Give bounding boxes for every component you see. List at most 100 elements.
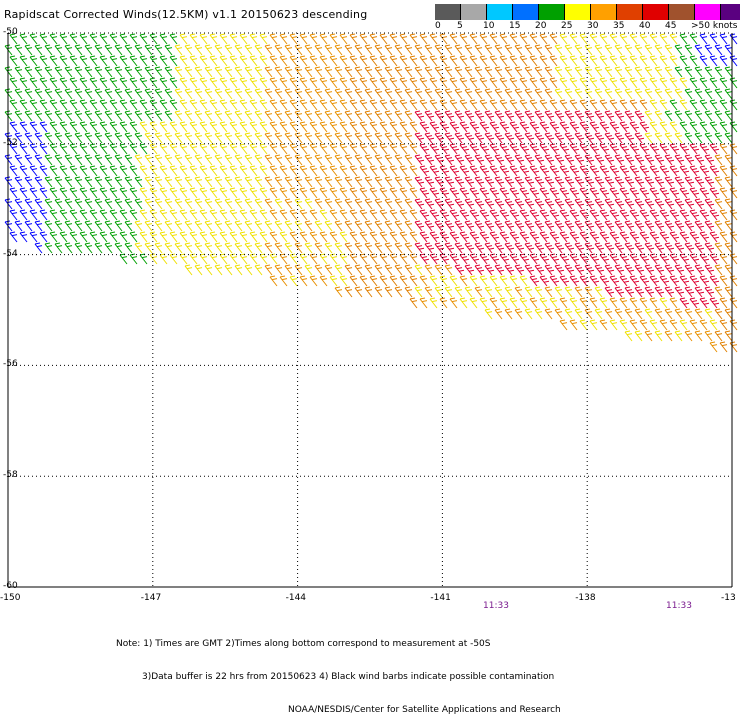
wind-barb (564, 308, 573, 320)
wind-barb (424, 220, 435, 232)
wind-barb (559, 297, 568, 309)
wind-barb (729, 209, 738, 221)
wind-barb (94, 220, 103, 232)
wind-barb (354, 264, 363, 276)
wind-barb (144, 88, 153, 100)
wind-barb (694, 132, 703, 144)
wind-barb (309, 275, 318, 287)
wind-barb (394, 242, 403, 254)
wind-barb (64, 220, 73, 232)
wind-barb (614, 308, 623, 320)
wind-barb (519, 297, 528, 309)
wind-barb (679, 253, 690, 265)
wind-barb (549, 77, 558, 89)
wind-barb (569, 165, 580, 177)
wind-barb (624, 132, 635, 144)
wind-barb (9, 209, 18, 221)
wind-barb (714, 286, 723, 298)
wind-barb (144, 176, 153, 188)
wind-barb (509, 275, 518, 287)
wind-barb (34, 242, 43, 254)
wind-barb (694, 264, 705, 276)
wind-barb (659, 165, 670, 177)
wind-barb (594, 220, 605, 232)
wind-barb (64, 242, 73, 254)
wind-barb (29, 99, 38, 111)
wind-barb (619, 143, 630, 155)
wind-barb (194, 176, 203, 188)
wind-barb (129, 165, 138, 177)
wind-barb (504, 198, 515, 210)
wind-barb (69, 55, 78, 67)
wind-barb (489, 33, 498, 45)
wind-barb (354, 220, 363, 232)
color-swatch (591, 4, 617, 20)
wind-barb (334, 198, 343, 210)
wind-barb (349, 253, 358, 265)
wind-barb (229, 33, 238, 45)
wind-barb (599, 275, 610, 287)
wind-barb (364, 66, 373, 78)
wind-barb (614, 264, 625, 276)
wind-barb (469, 77, 478, 89)
wind-barb (119, 121, 128, 133)
wind-barb (724, 88, 733, 100)
wind-barb (469, 55, 478, 67)
wind-barb (574, 110, 585, 122)
color-scale-label: 20 (535, 21, 547, 31)
color-swatch (513, 4, 539, 20)
wind-barb (34, 220, 43, 232)
latitude-label: -52 (3, 137, 18, 148)
wind-barb (379, 121, 388, 133)
wind-barb (369, 253, 378, 265)
wind-barb (484, 242, 495, 254)
wind-barb (634, 330, 643, 342)
wind-barb (629, 121, 640, 133)
wind-barb (154, 132, 163, 144)
wind-barb (394, 286, 403, 298)
wind-barb (499, 187, 510, 199)
wind-barb (549, 55, 558, 67)
wind-barb (514, 308, 523, 320)
wind-barb (349, 187, 358, 199)
wind-barb (279, 77, 288, 89)
wind-barb (264, 220, 273, 232)
wind-barb (29, 55, 38, 67)
wind-barb (639, 121, 650, 133)
wind-barb (609, 209, 620, 221)
wind-barb (109, 33, 118, 45)
wind-barb (9, 187, 18, 199)
wind-barb (314, 242, 323, 254)
wind-barb (304, 264, 313, 276)
wind-barb (194, 44, 203, 56)
wind-barb (269, 143, 278, 155)
wind-barb (469, 275, 478, 287)
wind-barb (469, 297, 478, 309)
wind-barb (579, 231, 590, 243)
wind-barb (314, 154, 323, 166)
wind-barb (74, 176, 83, 188)
wind-barb (59, 77, 68, 89)
wind-barb (179, 33, 188, 45)
wind-barb (639, 33, 648, 45)
wind-barb (589, 319, 598, 331)
wind-barb (449, 99, 458, 111)
wind-barb (389, 275, 398, 287)
wind-barb (159, 99, 168, 111)
wind-barb (544, 132, 555, 144)
wind-barb (634, 220, 645, 232)
wind-barb (14, 154, 23, 166)
wind-barb (579, 297, 588, 309)
wind-barb (364, 220, 373, 232)
wind-barb (704, 176, 715, 188)
wind-barb (59, 33, 68, 45)
wind-barb (444, 66, 453, 78)
wind-barb (539, 297, 548, 309)
wind-barb (259, 33, 268, 45)
wind-barb (429, 297, 438, 309)
wind-barb (719, 187, 728, 199)
wind-barb (264, 242, 273, 254)
wind-barb (704, 242, 715, 254)
wind-barb (239, 253, 248, 265)
wind-barb (719, 275, 728, 287)
